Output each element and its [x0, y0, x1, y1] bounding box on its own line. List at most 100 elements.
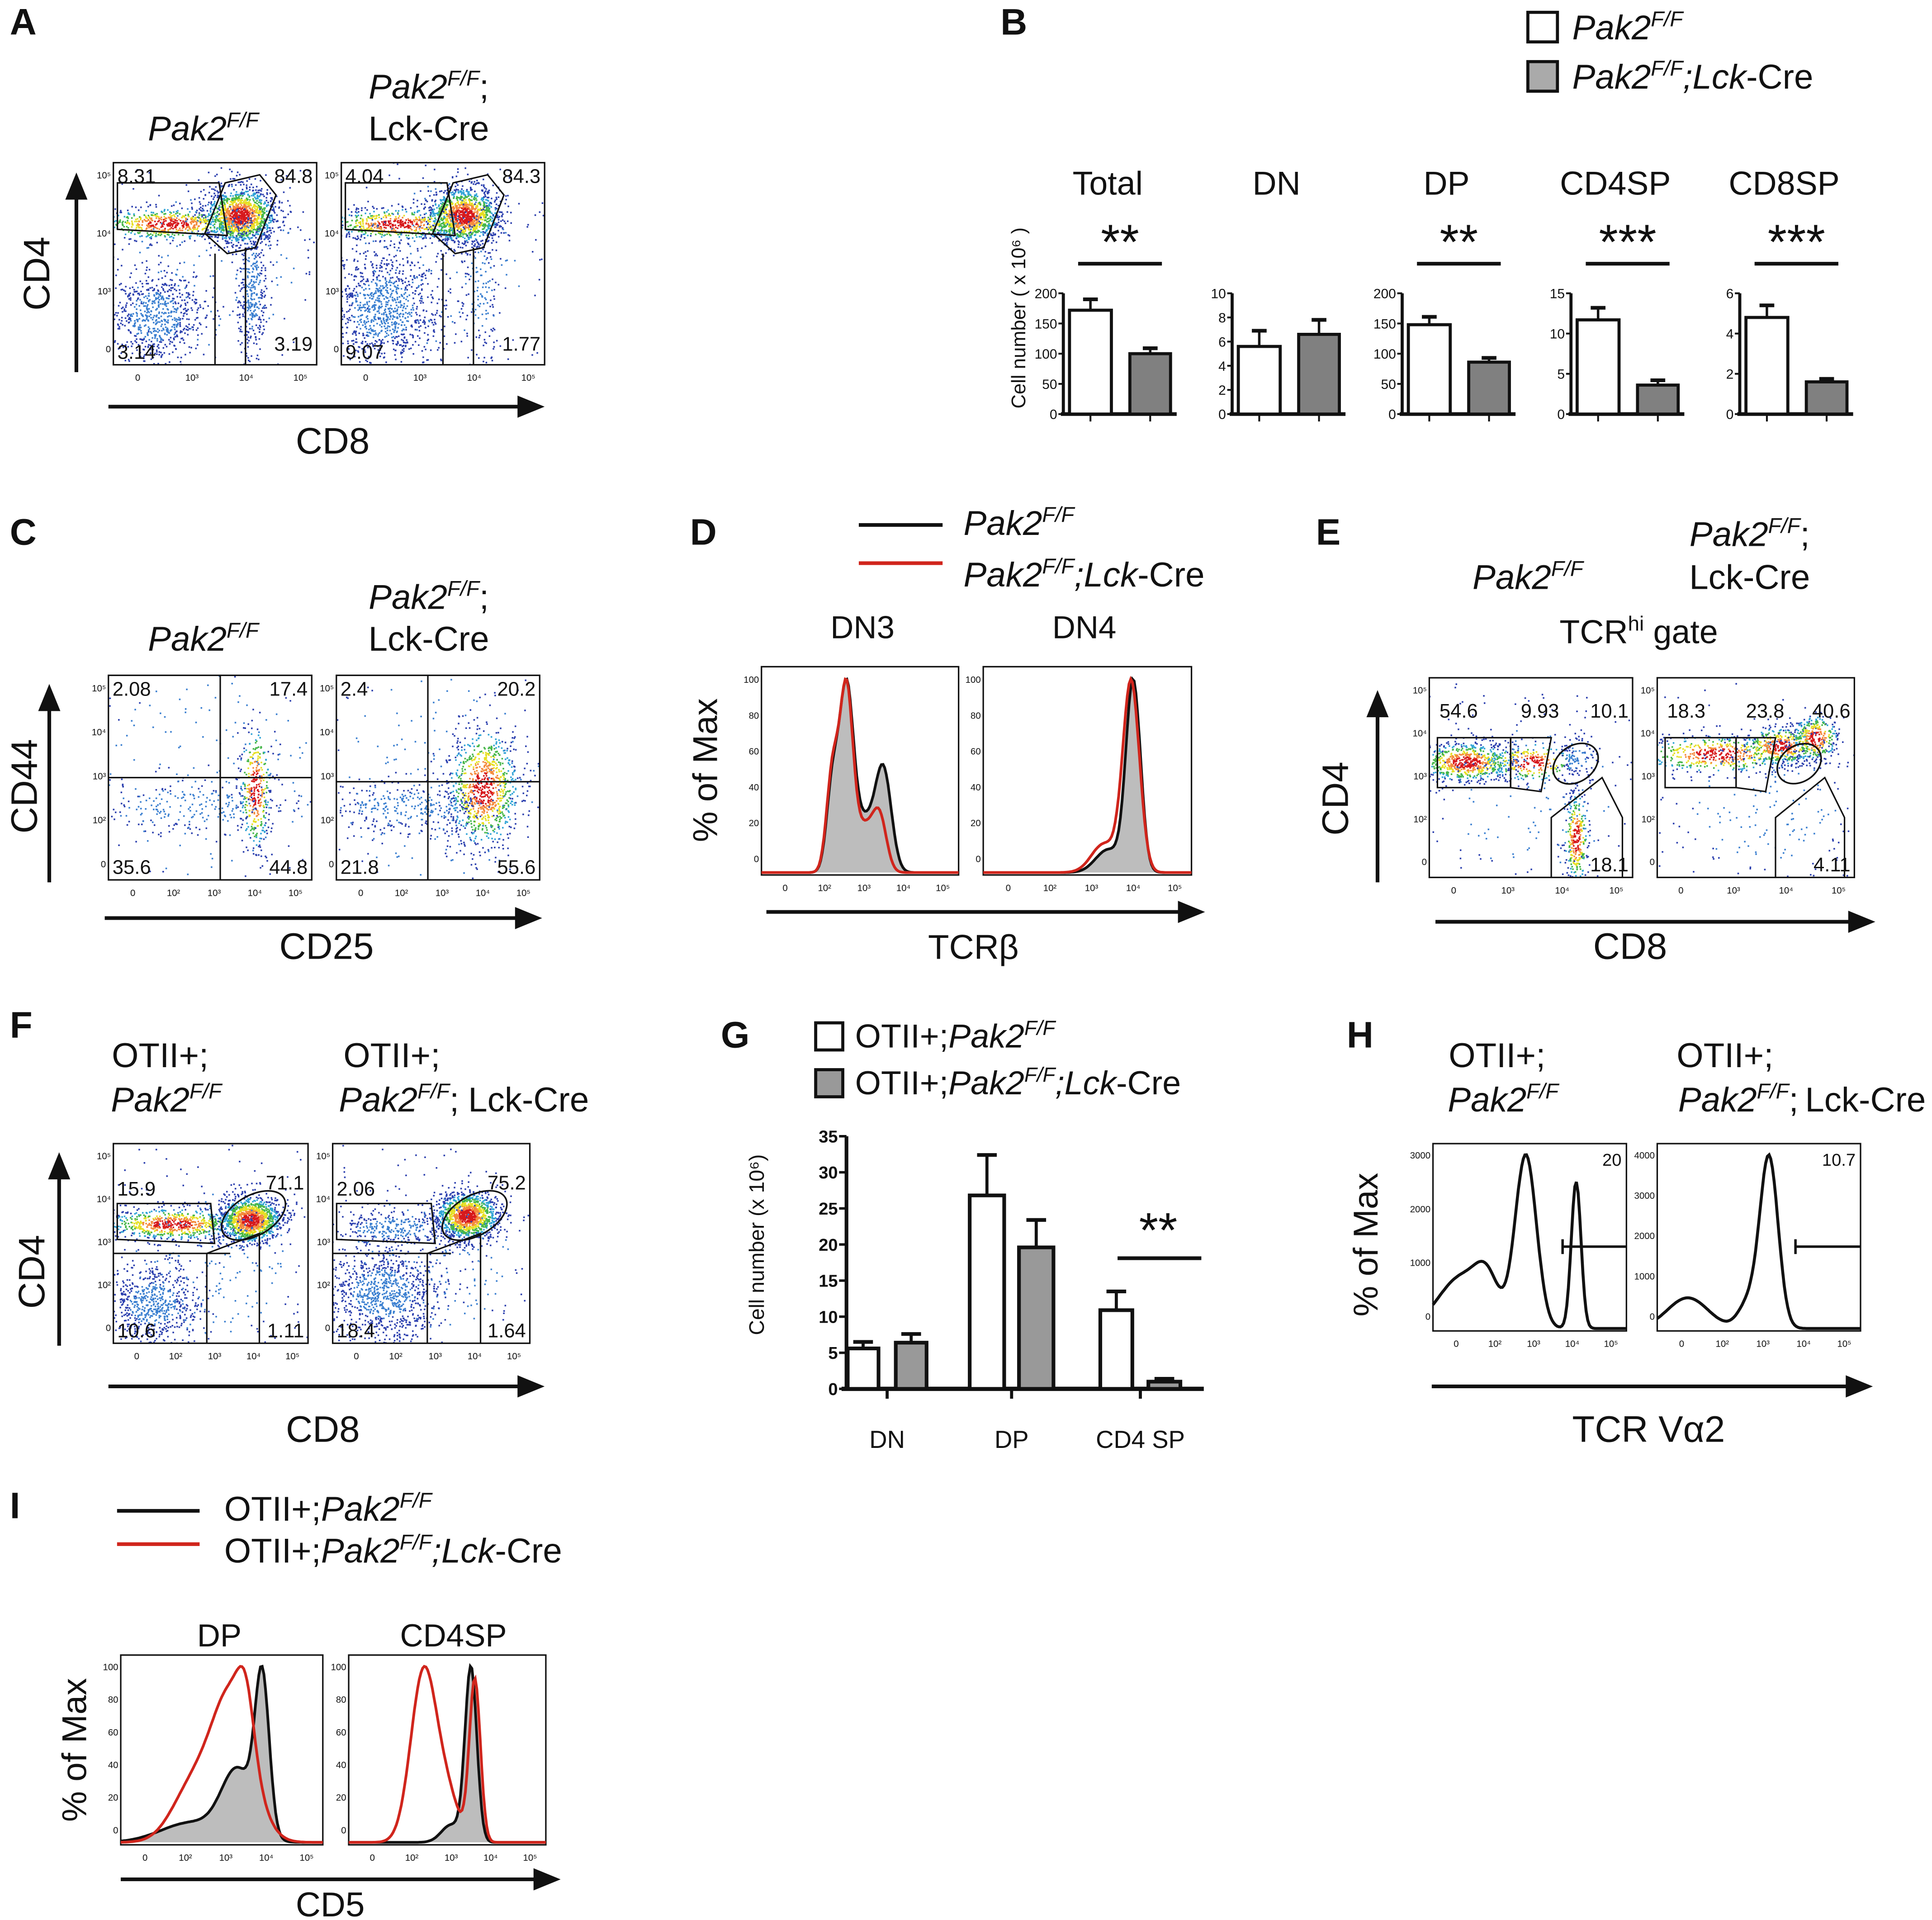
event-dot [225, 217, 227, 218]
event-dot [141, 314, 143, 317]
event-dot [137, 293, 139, 295]
event-dot [470, 188, 472, 189]
event-dot [239, 174, 241, 176]
event-dot [480, 214, 482, 216]
event-dot [434, 200, 436, 203]
event-dot [256, 293, 258, 295]
event-dot [260, 223, 262, 225]
event-dot [265, 321, 268, 323]
event-dot [419, 218, 421, 220]
event-dot [240, 206, 242, 208]
event-dot [336, 220, 338, 222]
event-dot [257, 266, 259, 268]
event-dot [168, 339, 170, 341]
event-dot [248, 237, 250, 239]
event-dot [135, 240, 137, 242]
event-dot [491, 198, 492, 199]
event-dot [478, 226, 481, 228]
event-dot [477, 211, 479, 213]
event-dot [158, 306, 160, 308]
event-dot [165, 220, 167, 222]
event-dot [489, 227, 491, 229]
event-dot [422, 177, 424, 179]
event-dot [243, 227, 245, 229]
event-dot [196, 344, 199, 346]
event-dot [156, 349, 158, 351]
event-dot [214, 231, 217, 233]
event-dot [260, 242, 261, 244]
event-dot [109, 273, 111, 275]
event-dot [244, 243, 246, 245]
event-dot [153, 232, 155, 234]
event-dot [222, 232, 224, 234]
event-dot [356, 238, 359, 240]
event-dot [428, 226, 430, 228]
event-dot [269, 192, 271, 194]
event-dot [139, 328, 141, 331]
event-dot [185, 227, 188, 228]
event-dot [250, 220, 252, 222]
event-dot [192, 329, 194, 331]
event-dot [185, 303, 186, 304]
event-dot [203, 412, 204, 414]
event-dot [155, 315, 157, 317]
event-dot [174, 220, 176, 222]
event-dot [174, 222, 176, 223]
event-dot [435, 191, 437, 194]
event-dot [252, 234, 254, 236]
event-dot [138, 232, 140, 234]
event-dot [429, 214, 431, 216]
event-dot [128, 313, 130, 315]
event-dot [454, 204, 456, 206]
event-dot [256, 267, 258, 270]
event-dot [240, 244, 242, 246]
event-dot [484, 202, 486, 203]
event-dot [170, 219, 171, 221]
event-dot [482, 209, 483, 211]
event-dot [223, 222, 225, 223]
event-dot [236, 223, 237, 226]
event-dot [488, 191, 490, 194]
event-dot [457, 197, 459, 199]
event-dot [114, 314, 116, 316]
event-dot [470, 182, 473, 184]
event-dot [297, 226, 299, 228]
event-dot [459, 191, 461, 193]
event-dot [259, 272, 261, 274]
event-dot [442, 203, 445, 204]
event-dot [163, 221, 165, 222]
event-dot [473, 222, 474, 224]
event-dot [156, 345, 159, 347]
event-dot [137, 223, 139, 225]
event-dot [178, 218, 180, 221]
event-dot [484, 219, 486, 221]
event-dot [182, 220, 184, 222]
event-dot [263, 280, 265, 282]
event-dot [109, 224, 110, 226]
event-dot [216, 375, 218, 377]
event-dot [164, 227, 166, 230]
event-dot [195, 347, 197, 350]
event-dot [148, 315, 150, 317]
event-dot [482, 211, 483, 213]
event-dot [143, 357, 145, 359]
event-dot [264, 227, 266, 229]
event-dot [137, 226, 140, 228]
event-dot [176, 324, 178, 326]
event-dot [463, 226, 464, 228]
event-dot [270, 229, 272, 232]
event-dot [398, 215, 400, 217]
event-dot [148, 311, 150, 313]
event-dot [189, 222, 191, 223]
event-dot [436, 255, 438, 257]
event-dot [488, 224, 489, 226]
event-dot [415, 219, 417, 221]
event-dot [227, 185, 230, 187]
event-dot [475, 211, 477, 213]
event-dot [153, 322, 155, 324]
event-dot [162, 299, 165, 301]
event-dot [174, 301, 176, 303]
event-dot [140, 290, 142, 293]
event-dot [135, 303, 137, 306]
event-dot [416, 227, 417, 229]
